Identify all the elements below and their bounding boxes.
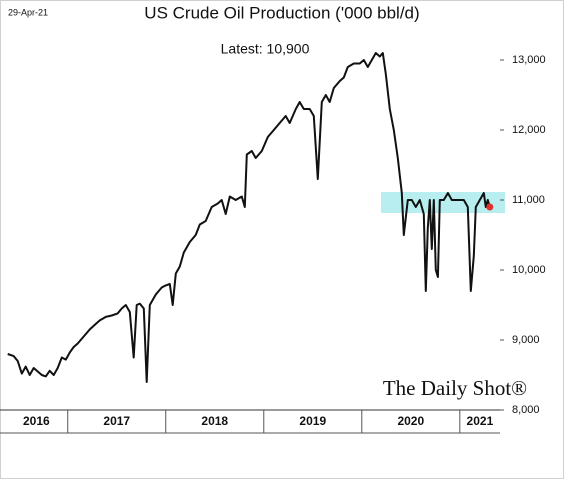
x-tick-label: 2019 [299, 414, 326, 428]
date-label: 29-Apr-21 [8, 7, 48, 17]
chart-title: US Crude Oil Production ('000 bbl/d) [144, 3, 419, 22]
x-tick-label: 2020 [397, 414, 424, 428]
highlight-band [381, 192, 505, 213]
y-tick-label: 13,000 [512, 54, 546, 66]
y-tick-label: 10,000 [512, 264, 546, 276]
y-tick-label: 11,000 [512, 194, 545, 206]
x-tick-label: 2016 [23, 414, 50, 428]
x-tick-label: 2018 [201, 414, 228, 428]
y-tick-label: 12,000 [512, 124, 546, 136]
annotation: Latest: 10,900 [221, 41, 310, 57]
watermark: The Daily Shot® [383, 376, 527, 400]
y-tick-label: 8,000 [512, 404, 540, 416]
y-tick-label: 9,000 [512, 334, 540, 346]
line-series [7, 52, 491, 383]
x-tick-label: 2017 [103, 414, 130, 428]
x-tick-label: 2021 [467, 414, 494, 428]
last-point [486, 203, 494, 211]
